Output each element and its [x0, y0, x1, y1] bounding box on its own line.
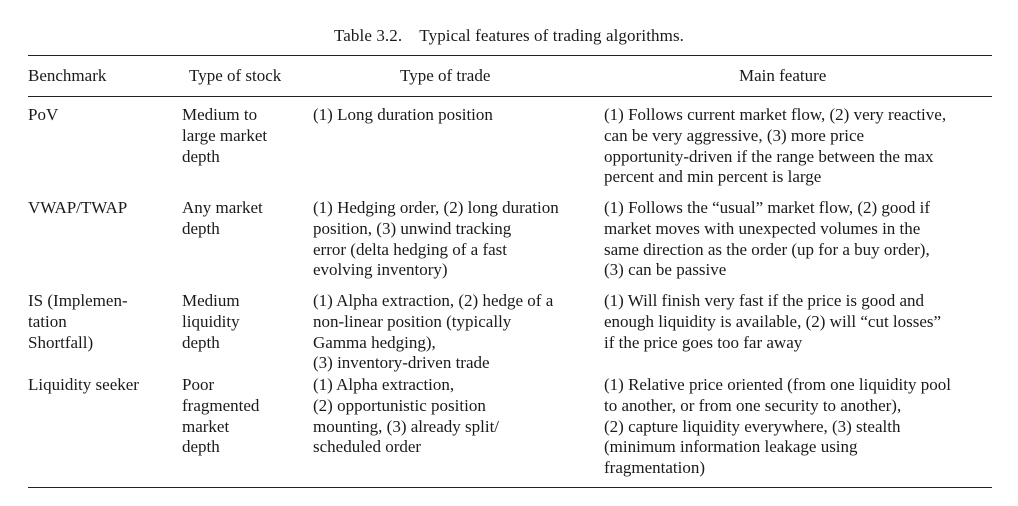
cell-line: opportunity-driven if the range between … [604, 146, 934, 166]
cell-line: (3) can be passive [604, 260, 727, 280]
cell-line: PoV [28, 105, 59, 124]
cell-line: depth [182, 332, 220, 352]
cell-line: Gamma hedging), [313, 332, 436, 352]
cell-line: (2) opportunistic position [313, 395, 486, 415]
cell-line: to another, or from one security to anot… [604, 395, 902, 415]
cell-benchmark: IS (Implemen- tation Shortfall) [28, 291, 183, 353]
cell-line: Medium [182, 291, 240, 310]
cell-line: (1) Hedging order, (2) long duration [313, 198, 559, 217]
cell-main-feature: (1) Follows the “usual” market flow, (2)… [604, 198, 1009, 281]
cell-line: liquidity [182, 311, 240, 331]
cell-line: tation [28, 311, 67, 331]
cell-line: depth [182, 218, 220, 238]
cell-line: mounting, (3) already split/ [313, 416, 500, 436]
header-type-of-stock: Type of stock [189, 66, 282, 85]
header-benchmark: Benchmark [28, 66, 107, 85]
cell-line: market [182, 416, 230, 436]
header-type-of-trade: Type of trade [400, 66, 491, 85]
cell-benchmark: Liquidity seeker [28, 375, 183, 396]
cell-line: if the price goes too far away [604, 332, 803, 352]
cell-line: (1) Long duration position [313, 105, 493, 124]
cell-line: (1) Follows the “usual” market flow, (2)… [604, 198, 931, 217]
cell-line: Liquidity seeker [28, 375, 139, 394]
cell-type-of-stock: Medium to large market depth [182, 105, 315, 167]
cell-main-feature: (1) Follows current market flow, (2) ver… [604, 105, 1009, 188]
cell-line: fragmented [182, 395, 260, 415]
cell-line: percent and min percent is large [604, 167, 822, 187]
cell-line: evolving inventory) [313, 260, 448, 280]
cell-line: market moves with unexpected volumes in … [604, 218, 921, 238]
bottom-rule [28, 487, 992, 488]
cell-line: enough liquidity is available, (2) will … [604, 311, 942, 331]
cell-main-feature: (1) Will finish very fast if the price i… [604, 291, 1009, 353]
cell-line: (1) Will finish very fast if the price i… [604, 291, 925, 310]
header-main-feature: Main feature [739, 66, 827, 85]
cell-type-of-trade: (1) Alpha extraction, (2) opportunistic … [313, 375, 618, 458]
cell-main-feature: (1) Relative price oriented (from one li… [604, 375, 1009, 479]
cell-line: depth [182, 146, 220, 166]
cell-line: depth [182, 437, 220, 457]
cell-line: same direction as the order (up for a bu… [604, 239, 930, 259]
cell-line: Poor [182, 375, 215, 394]
cell-type-of-stock: Medium liquidity depth [182, 291, 315, 353]
cell-line: can be very aggressive, (3) more price [604, 125, 865, 145]
cell-benchmark: VWAP/TWAP [28, 198, 183, 219]
cell-line: Any market [182, 198, 263, 217]
cell-line: IS (Implemen- [28, 291, 128, 310]
cell-benchmark: PoV [28, 105, 183, 126]
cell-line: Medium to [182, 105, 258, 124]
top-rule [28, 55, 992, 56]
cell-line: (1) Relative price oriented (from one li… [604, 375, 951, 394]
cell-type-of-trade: (1) Long duration position [313, 105, 618, 126]
cell-line: non-linear position (typically [313, 311, 512, 331]
cell-line: (minimum information leakage using [604, 437, 858, 457]
cell-line: (1) Alpha extraction, [313, 375, 455, 394]
cell-line: (3) inventory-driven trade [313, 353, 490, 373]
cell-line: (2) capture liquidity everywhere, (3) st… [604, 416, 901, 436]
cell-line: fragmentation) [604, 458, 706, 478]
header-rule [28, 96, 992, 97]
cell-type-of-stock: Poor fragmented market depth [182, 375, 315, 458]
cell-line: (1) Follows current market flow, (2) ver… [604, 105, 947, 124]
cell-line: (1) Alpha extraction, (2) hedge of a [313, 291, 554, 310]
cell-type-of-stock: Any market depth [182, 198, 315, 240]
cell-type-of-trade: (1) Hedging order, (2) long duration pos… [313, 198, 618, 281]
cell-line: error (delta hedging of a fast [313, 239, 507, 259]
table-caption: Table 3.2. Typical features of trading a… [333, 26, 685, 45]
cell-line: scheduled order [313, 437, 422, 457]
cell-line: Shortfall) [28, 332, 94, 352]
cell-type-of-trade: (1) Alpha extraction, (2) hedge of a non… [313, 291, 618, 374]
cell-line: position, (3) unwind tracking [313, 218, 512, 238]
cell-line: VWAP/TWAP [28, 198, 128, 217]
cell-line: large market [182, 125, 268, 145]
